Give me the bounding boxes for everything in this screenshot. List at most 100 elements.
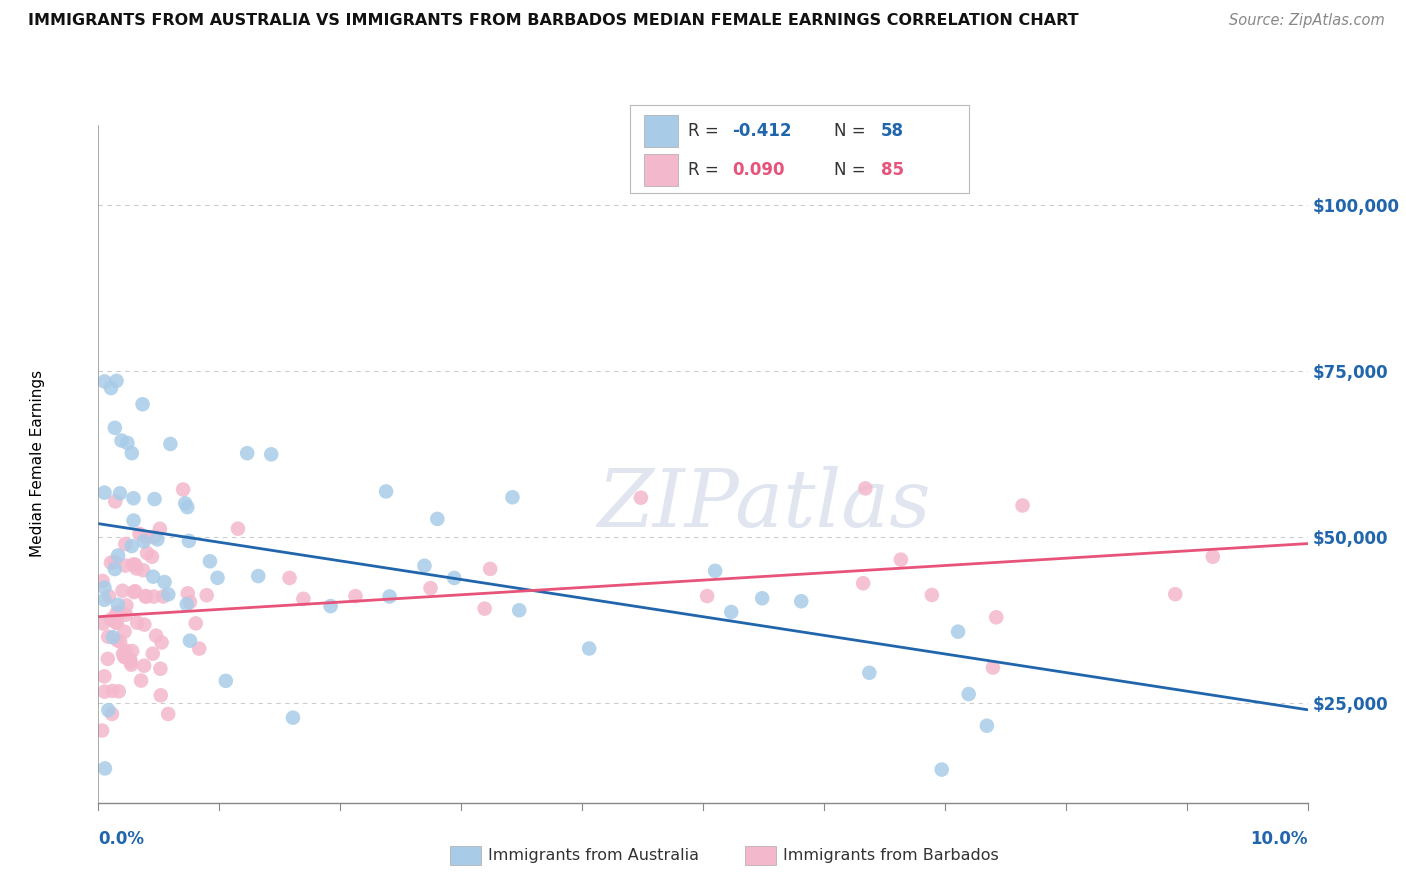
- Point: [150, 635, 173, 649]
- Point: [114, 624, 136, 639]
- Point: [149, 689, 172, 703]
- Point: [93, 684, 115, 698]
- Text: 85: 85: [882, 161, 904, 178]
- Point: [176, 500, 198, 515]
- Point: [136, 546, 159, 560]
- Point: [117, 436, 139, 450]
- Point: [976, 719, 998, 733]
- Point: [127, 615, 149, 630]
- Point: [101, 684, 124, 698]
- Point: [93, 581, 115, 595]
- Point: [120, 652, 142, 666]
- Text: -0.412: -0.412: [733, 122, 792, 140]
- Point: [107, 598, 129, 612]
- Text: Median Female Earnings: Median Female Earnings: [31, 370, 45, 558]
- Bar: [644, 115, 678, 147]
- Point: [172, 483, 194, 497]
- Point: [110, 434, 132, 448]
- Point: [142, 590, 165, 604]
- Point: [121, 446, 143, 460]
- Point: [720, 605, 742, 619]
- Point: [426, 512, 449, 526]
- Point: [124, 584, 146, 599]
- Point: [184, 616, 207, 631]
- Point: [946, 624, 969, 639]
- Point: [105, 374, 128, 388]
- Point: [141, 549, 163, 564]
- Point: [179, 595, 201, 609]
- Text: R =: R =: [688, 122, 724, 140]
- Point: [177, 533, 200, 548]
- Point: [107, 549, 129, 563]
- Point: [630, 491, 652, 505]
- Point: [97, 703, 120, 717]
- Point: [419, 581, 441, 595]
- Point: [134, 617, 156, 632]
- Point: [131, 397, 153, 411]
- Point: [114, 537, 136, 551]
- Text: N =: N =: [834, 161, 870, 178]
- Point: [179, 633, 201, 648]
- Point: [852, 576, 875, 591]
- Text: R =: R =: [688, 161, 724, 178]
- Point: [508, 603, 530, 617]
- Point: [104, 555, 127, 569]
- Point: [112, 649, 135, 664]
- Text: Immigrants from Australia: Immigrants from Australia: [488, 848, 699, 863]
- Point: [195, 588, 218, 602]
- Point: [93, 669, 115, 683]
- Point: [93, 375, 115, 389]
- Point: [108, 486, 131, 500]
- Point: [145, 629, 167, 643]
- Point: [142, 647, 165, 661]
- Point: [281, 711, 304, 725]
- Point: [157, 587, 180, 601]
- Text: N =: N =: [834, 122, 870, 140]
- Point: [247, 569, 270, 583]
- Point: [114, 558, 136, 573]
- Point: [159, 437, 181, 451]
- Point: [108, 634, 131, 648]
- Point: [129, 673, 152, 688]
- Point: [111, 647, 134, 661]
- Point: [115, 607, 138, 622]
- Point: [94, 761, 117, 775]
- Point: [981, 660, 1004, 674]
- Text: ZIPatlas: ZIPatlas: [596, 466, 931, 543]
- Text: Immigrants from Barbados: Immigrants from Barbados: [783, 848, 998, 863]
- Point: [122, 558, 145, 572]
- Point: [188, 641, 211, 656]
- Point: [124, 558, 146, 572]
- Point: [101, 706, 124, 721]
- Point: [207, 571, 229, 585]
- Point: [853, 482, 876, 496]
- Point: [114, 649, 136, 664]
- Point: [132, 563, 155, 577]
- Point: [474, 601, 496, 615]
- Point: [790, 594, 813, 608]
- Point: [135, 589, 157, 603]
- Point: [378, 590, 401, 604]
- Point: [104, 615, 127, 630]
- Point: [107, 684, 129, 698]
- Point: [890, 552, 912, 566]
- Point: [122, 585, 145, 599]
- Point: [101, 630, 124, 644]
- Point: [111, 583, 134, 598]
- Point: [120, 655, 142, 669]
- Point: [292, 591, 315, 606]
- Point: [128, 527, 150, 541]
- Point: [215, 673, 238, 688]
- Point: [696, 589, 718, 603]
- Point: [479, 562, 502, 576]
- Point: [100, 556, 122, 570]
- Point: [149, 662, 172, 676]
- Text: Source: ZipAtlas.com: Source: ZipAtlas.com: [1229, 13, 1385, 29]
- Point: [177, 586, 200, 600]
- Point: [176, 597, 198, 611]
- Point: [957, 687, 980, 701]
- Point: [91, 616, 114, 631]
- Point: [97, 652, 120, 666]
- Point: [121, 539, 143, 553]
- Point: [443, 571, 465, 585]
